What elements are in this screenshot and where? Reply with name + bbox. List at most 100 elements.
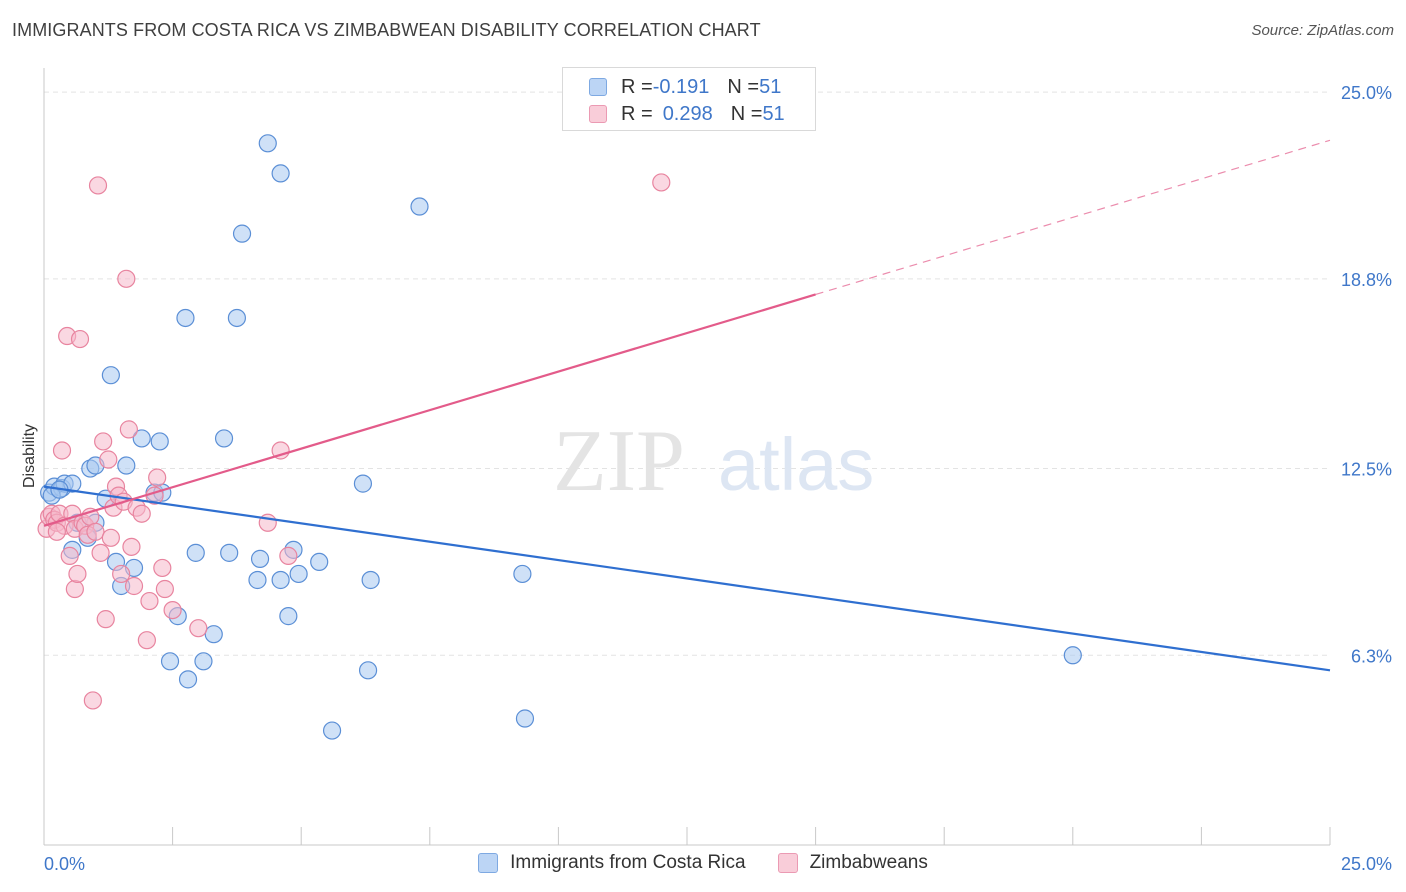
- y-tick-label: 18.8%: [1341, 270, 1392, 290]
- point-zimbabweans: [117, 269, 136, 288]
- point-costa-rica: [132, 429, 151, 448]
- point-zimbabweans: [68, 564, 87, 584]
- point-zimbabweans: [52, 441, 72, 460]
- x-tick-label: 25.0%: [1341, 854, 1392, 874]
- point-costa-rica: [220, 543, 239, 562]
- point-costa-rica: [353, 474, 373, 493]
- legend-n-label: N =: [730, 102, 763, 125]
- point-zimbabweans: [83, 691, 102, 710]
- point-costa-rica: [150, 432, 169, 451]
- point-costa-rica: [271, 570, 290, 590]
- point-costa-rica: [227, 308, 246, 328]
- point-costa-rica: [232, 224, 252, 243]
- point-costa-rica: [186, 543, 205, 562]
- point-costa-rica: [361, 570, 380, 590]
- point-zimbabweans: [47, 522, 66, 541]
- point-zimbabweans: [132, 504, 151, 523]
- point-costa-rica: [258, 134, 277, 153]
- legend-row-costa-rica: R = -0.191 N = 51: [589, 75, 781, 99]
- axes: [43, 68, 1331, 846]
- point-costa-rica: [1063, 646, 1082, 665]
- point-zimbabweans: [279, 546, 298, 565]
- point-costa-rica: [513, 564, 532, 584]
- point-costa-rica: [214, 429, 234, 448]
- series-legend-costa-rica: Immigrants from Costa Rica: [478, 852, 746, 874]
- y-tick-label: 6.3%: [1351, 646, 1392, 666]
- grid-lines: [44, 91, 1330, 656]
- trend-line-zimbabweans: [43, 293, 816, 527]
- point-costa-rica: [310, 552, 329, 572]
- legend-n-value: 51: [759, 75, 782, 98]
- point-costa-rica: [160, 652, 180, 671]
- point-costa-rica: [176, 308, 195, 328]
- point-zimbabweans: [153, 558, 172, 578]
- chart-title: IMMIGRANTS FROM COSTA RICA VS ZIMBABWEAN…: [12, 20, 761, 40]
- point-zimbabweans: [119, 420, 138, 439]
- point-zimbabweans: [652, 173, 671, 192]
- y-tick-label: 25.0%: [1341, 83, 1392, 103]
- legend: R = -0.191 N = 51 R = 0.298 N = 51: [562, 67, 816, 131]
- legend-swatch-zimbabweans: [589, 105, 607, 123]
- trend-line-costa-rica: [43, 485, 1331, 672]
- trend-line-zimbabweans-extension: [815, 139, 1331, 296]
- point-costa-rica: [194, 652, 213, 671]
- series-swatch-costa-rica: [478, 853, 499, 873]
- point-zimbabweans: [91, 543, 110, 562]
- point-costa-rica: [515, 709, 535, 728]
- point-costa-rica: [248, 570, 267, 590]
- point-costa-rica: [410, 197, 429, 216]
- point-zimbabweans: [122, 537, 141, 556]
- y-axis-label: Disability: [21, 424, 38, 488]
- y-tick-label: 12.5%: [1341, 460, 1392, 480]
- point-zimbabweans: [140, 591, 159, 611]
- legend-r-label: R =: [621, 75, 653, 98]
- point-zimbabweans: [65, 579, 84, 599]
- point-costa-rica: [322, 721, 342, 740]
- point-zimbabweans: [137, 631, 156, 650]
- point-zimbabweans: [271, 441, 290, 460]
- point-zimbabweans: [88, 176, 108, 195]
- legend-row-zimbabweans: R = 0.298 N = 51: [589, 102, 785, 126]
- trend-lines: [43, 139, 1331, 672]
- series-legend: Immigrants from Costa Rica Zimbabweans: [0, 852, 1406, 874]
- point-zimbabweans: [124, 576, 144, 596]
- point-zimbabweans: [163, 600, 182, 620]
- legend-r-label: R =: [621, 102, 653, 125]
- point-costa-rica: [271, 164, 290, 183]
- source-label: Source: ZipAtlas.com: [1251, 22, 1394, 39]
- point-zimbabweans: [70, 329, 90, 349]
- point-zimbabweans: [112, 564, 131, 584]
- point-zimbabweans: [189, 619, 208, 638]
- legend-r-value: -0.191: [652, 75, 710, 98]
- x-tick-labels: 0.0% 25.0%: [44, 854, 1392, 874]
- series-label-zimbabweans: Zimbabweans: [809, 852, 928, 873]
- point-zimbabweans: [94, 432, 113, 451]
- point-zimbabweans: [155, 579, 174, 599]
- series-label-costa-rica: Immigrants from Costa Rica: [510, 852, 746, 873]
- point-zimbabweans: [101, 528, 120, 547]
- point-zimbabweans: [60, 546, 79, 565]
- watermark-zip: ZIP: [553, 413, 685, 510]
- y-tick-labels: 6.3% 12.5% 18.8% 25.0%: [1341, 83, 1392, 666]
- legend-r-value: 0.298: [662, 102, 713, 125]
- x-tick-label: 0.0%: [44, 854, 85, 874]
- point-zimbabweans: [99, 450, 118, 469]
- point-costa-rica: [279, 607, 298, 626]
- series-legend-zimbabweans: Zimbabweans: [777, 852, 928, 874]
- legend-n-value: 51: [762, 102, 785, 125]
- point-costa-rica: [289, 564, 308, 584]
- point-costa-rica: [178, 670, 198, 689]
- point-costa-rica: [204, 625, 223, 644]
- point-costa-rica: [358, 661, 378, 680]
- legend-swatch-costa-rica: [589, 78, 607, 96]
- series-swatch-zimbabweans: [777, 853, 798, 873]
- legend-n-label: N =: [727, 75, 760, 98]
- watermark: ZIP atlas: [553, 413, 874, 510]
- point-zimbabweans: [86, 522, 105, 541]
- point-zimbabweans: [96, 610, 115, 629]
- point-costa-rica: [101, 366, 120, 385]
- point-costa-rica: [117, 456, 136, 475]
- watermark-atlas: atlas: [718, 423, 874, 506]
- point-costa-rica: [250, 549, 270, 568]
